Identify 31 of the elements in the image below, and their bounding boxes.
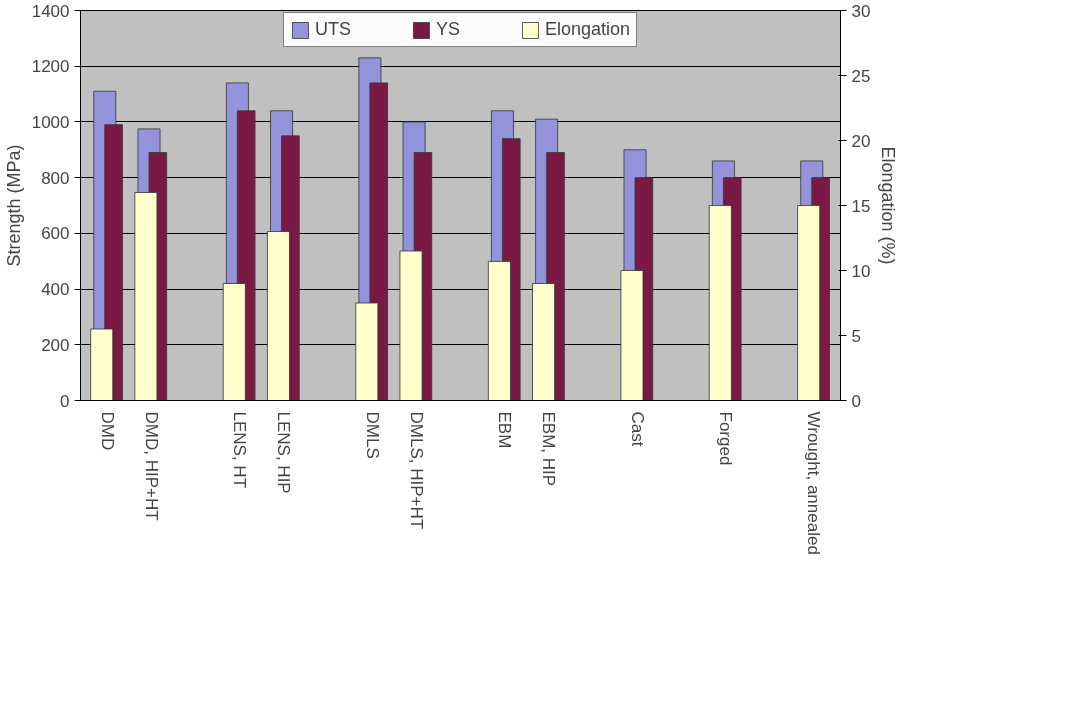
y2-axis-title: Elongation (%) (878, 146, 899, 265)
x-tick-label: DMLS (362, 411, 382, 459)
x-tick-label: LENS, HT (230, 411, 250, 489)
x-tick-label: Forged (716, 411, 736, 466)
x-tick-label: DMD, HIP+HT (141, 411, 161, 521)
legend-label: YS (435, 19, 460, 40)
y-axis-title: Strength (MPa) (3, 144, 24, 267)
x-tick-label: LENS, HIP (274, 411, 294, 494)
y-tick-label: 200 (41, 335, 70, 355)
y2-tick-label: 15 (851, 196, 871, 216)
y-tick-label: 1000 (31, 112, 70, 132)
y2-tick-label: 5 (851, 326, 861, 346)
y-tick-label: 400 (41, 280, 70, 300)
x-tick-label: EBM (495, 411, 515, 449)
legend-label: UTS (314, 19, 351, 40)
y-tick-label: 1200 (31, 57, 70, 77)
y2-tick-label: 30 (851, 1, 871, 21)
x-tick-label: Wrought, annealed (804, 411, 824, 555)
legend-label: Elongation (544, 19, 631, 40)
y-tick-label: 600 (41, 224, 70, 244)
x-tick-label: EBM, HIP (539, 411, 559, 487)
y2-tick-label: 25 (851, 66, 871, 86)
y2-tick-label: 20 (851, 131, 871, 151)
y-tick-label: 800 (41, 168, 70, 188)
y2-tick-label: 10 (851, 261, 871, 281)
x-tick-label: Cast (627, 411, 647, 447)
y-tick-label: 0 (60, 391, 70, 411)
x-tick-label: DMLS, HIP+HT (406, 411, 426, 530)
y-tick-label: 1400 (31, 1, 70, 21)
x-tick-label: DMD (97, 411, 117, 451)
y2-tick-label: 0 (851, 391, 861, 411)
